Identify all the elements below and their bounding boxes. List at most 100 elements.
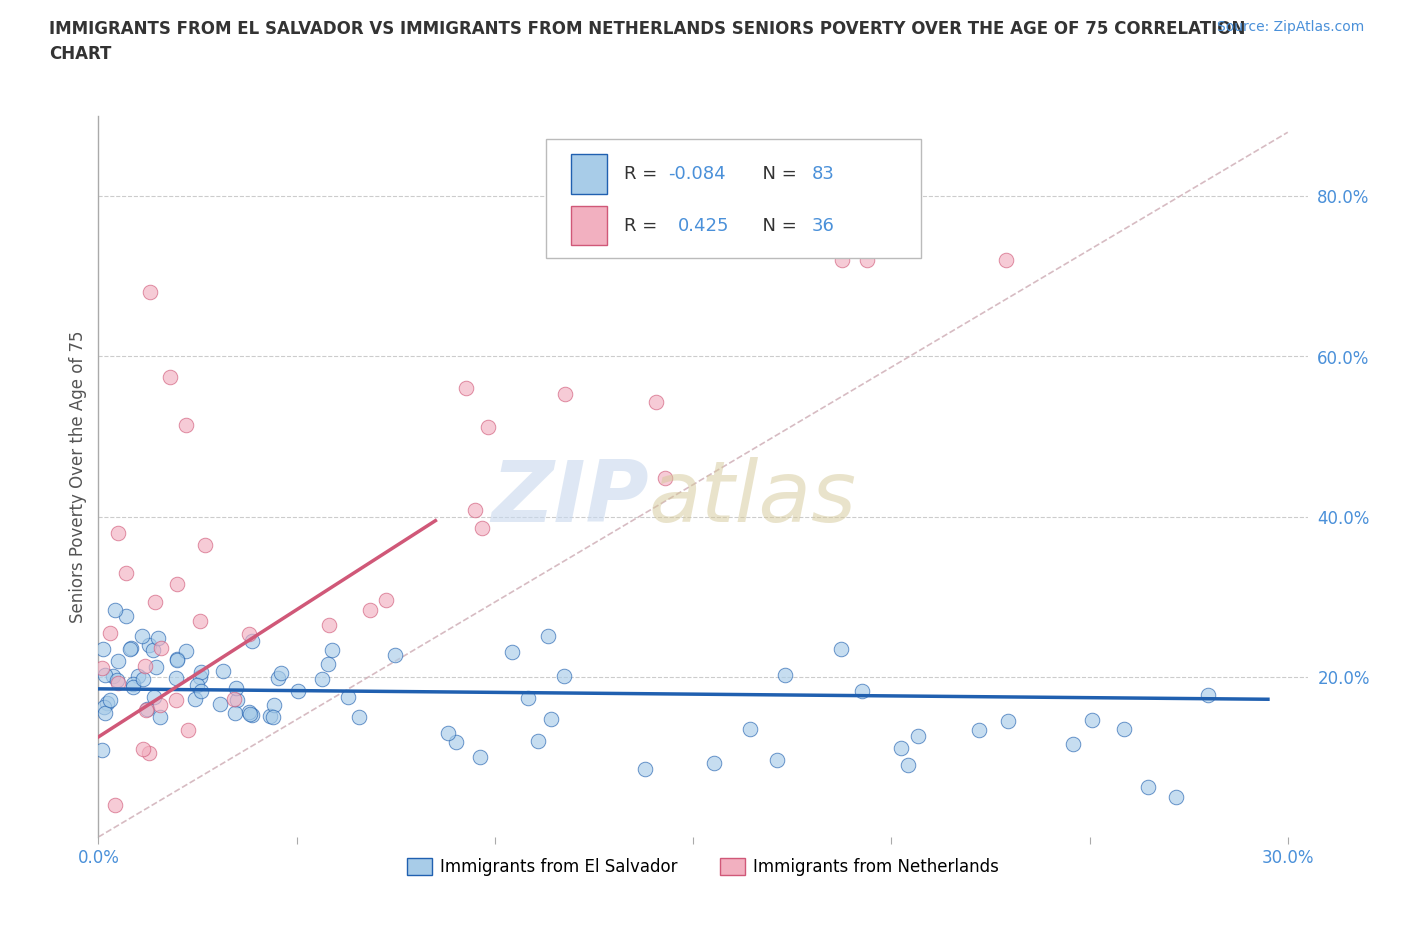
Point <box>240 708 263 723</box>
Point <box>454 381 477 396</box>
Point <box>527 734 550 749</box>
Point <box>120 642 142 657</box>
Point <box>501 644 523 659</box>
Point <box>856 253 879 268</box>
Point <box>91 743 114 758</box>
Point <box>107 525 129 540</box>
Point <box>1114 722 1136 737</box>
Point <box>225 681 247 696</box>
Point <box>166 651 188 666</box>
Point <box>135 702 157 717</box>
Point <box>177 723 200 737</box>
Point <box>554 387 576 402</box>
Text: N =: N = <box>751 166 803 183</box>
Point <box>222 692 245 707</box>
Point <box>468 750 491 764</box>
Point <box>267 671 290 685</box>
Text: -0.084: -0.084 <box>668 166 725 183</box>
Point <box>375 592 398 607</box>
Point <box>98 625 121 640</box>
Legend: Immigrants from El Salvador, Immigrants from Netherlands: Immigrants from El Salvador, Immigrants … <box>401 851 1005 883</box>
Point <box>259 709 281 724</box>
Point <box>150 640 173 655</box>
Text: ZIP: ZIP <box>491 457 648 539</box>
Point <box>132 672 155 687</box>
Point <box>553 668 575 683</box>
Point <box>321 643 343 658</box>
Point <box>517 690 540 705</box>
Point <box>190 684 212 698</box>
Point <box>149 698 172 712</box>
Point <box>890 740 912 755</box>
Point <box>654 471 676 485</box>
Point <box>703 756 725 771</box>
Point <box>91 660 114 675</box>
Point <box>132 742 155 757</box>
FancyBboxPatch shape <box>546 140 921 259</box>
Point <box>146 631 169 645</box>
Text: N =: N = <box>751 217 803 234</box>
Point <box>165 671 187 685</box>
Point <box>139 285 162 299</box>
Point <box>239 707 262 722</box>
Point <box>995 253 1018 268</box>
Point <box>384 647 406 662</box>
Point <box>208 697 231 711</box>
Point <box>159 369 181 384</box>
Point <box>107 653 129 668</box>
Point <box>263 698 285 712</box>
Point <box>1197 688 1219 703</box>
Point <box>96 696 118 711</box>
Point <box>444 735 467 750</box>
Point <box>436 725 458 740</box>
Text: atlas: atlas <box>648 457 856 539</box>
Point <box>166 577 188 591</box>
Point <box>1166 790 1188 804</box>
Point <box>851 684 873 698</box>
Point <box>537 629 560 644</box>
Point <box>194 538 217 552</box>
Point <box>104 798 127 813</box>
Point <box>287 684 309 698</box>
Point <box>138 746 160 761</box>
Point <box>997 713 1019 728</box>
Point <box>103 669 125 684</box>
Point <box>138 637 160 652</box>
Point <box>316 657 339 671</box>
Point <box>134 659 156 674</box>
Point <box>142 643 165 658</box>
Point <box>190 665 212 680</box>
Point <box>94 706 117 721</box>
Point <box>135 701 157 716</box>
Point <box>347 710 370 724</box>
Point <box>186 677 208 692</box>
Point <box>224 706 246 721</box>
Point <box>104 602 127 617</box>
Point <box>183 692 205 707</box>
Point <box>967 722 990 737</box>
Point <box>830 642 852 657</box>
Point <box>238 626 260 641</box>
Text: 83: 83 <box>811 166 835 183</box>
Point <box>645 394 668 409</box>
Y-axis label: Seniors Poverty Over the Age of 75: Seniors Poverty Over the Age of 75 <box>69 330 87 623</box>
Point <box>127 669 149 684</box>
Point <box>149 710 172 724</box>
Text: IMMIGRANTS FROM EL SALVADOR VS IMMIGRANTS FROM NETHERLANDS SENIORS POVERTY OVER : IMMIGRANTS FROM EL SALVADOR VS IMMIGRANT… <box>49 20 1246 38</box>
Point <box>107 676 129 691</box>
Text: CHART: CHART <box>49 45 111 62</box>
Point <box>188 614 211 629</box>
Point <box>634 762 657 777</box>
Point <box>115 565 138 580</box>
Point <box>143 595 166 610</box>
Point <box>464 502 486 517</box>
Point <box>226 693 249 708</box>
Point <box>897 758 920 773</box>
Point <box>122 677 145 692</box>
Bar <box>571 154 607 194</box>
Point <box>359 603 381 618</box>
Point <box>907 728 929 743</box>
Point <box>738 721 761 736</box>
Point <box>773 668 796 683</box>
Point <box>471 521 494 536</box>
